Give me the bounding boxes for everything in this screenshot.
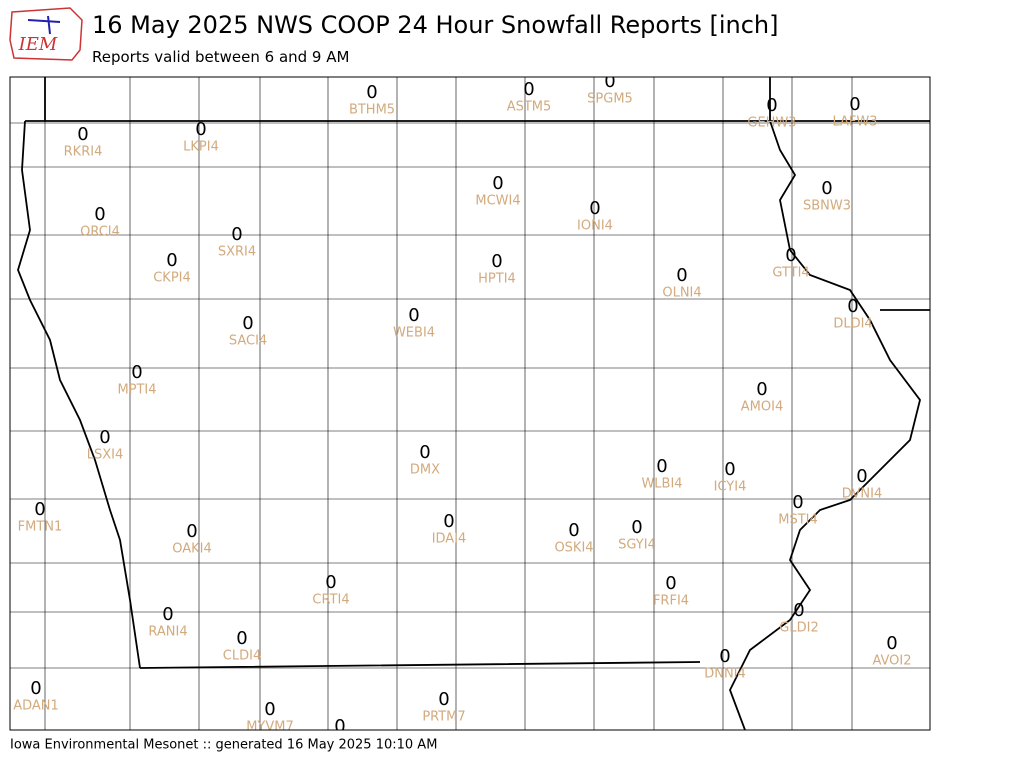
station-value: 0: [195, 119, 206, 140]
station-value: 0: [166, 250, 177, 271]
station-id: SACI4: [229, 334, 267, 349]
station-id: WEBI4: [393, 326, 435, 341]
station-id: BTHM5: [349, 103, 395, 118]
logo: IEM: [9, 7, 83, 61]
station-value: 0: [568, 520, 579, 541]
station-id: LAFW3: [832, 115, 877, 130]
station-id: ICYI4: [714, 480, 747, 495]
station-id: LKPI4: [183, 140, 219, 155]
station-id: DLDI4: [833, 317, 872, 332]
station-id: RANI4: [148, 625, 187, 640]
station-value: 0: [236, 628, 247, 649]
station-value: 0: [242, 313, 253, 334]
station-id: MSTI4: [778, 513, 818, 528]
station-id: OAKI4: [172, 542, 212, 557]
station-value: 0: [656, 456, 667, 477]
station-id: PRTM7: [422, 710, 465, 725]
station-value: 0: [77, 124, 88, 145]
station-id: DVNI4: [842, 487, 883, 502]
station-id: OSKI4: [554, 541, 593, 556]
station-value: 0: [264, 699, 275, 720]
station-id: IONI4: [577, 219, 613, 234]
logo-text: IEM: [18, 34, 58, 55]
station-value: 0: [785, 245, 796, 266]
subtitle: Reports valid between 6 and 9 AM: [92, 48, 349, 66]
station-id: AVOI2: [872, 654, 911, 669]
station-value: 0: [438, 689, 449, 710]
station-id: ADAN1: [13, 699, 59, 714]
station-id: SXRI4: [218, 245, 256, 260]
station-id: OLNI4: [662, 286, 701, 301]
station-id: MCWI4: [475, 194, 520, 209]
station-id: GEHW3: [747, 116, 796, 131]
station-id: DNNI4: [704, 667, 746, 682]
station-value: 0: [334, 716, 345, 737]
station-value: 0: [366, 82, 377, 103]
station-id: SGYI4: [618, 538, 656, 553]
station-id: ASTM5: [507, 100, 552, 115]
station-value: 0: [94, 204, 105, 225]
station-value: 0: [766, 95, 777, 116]
title: 16 May 2025 NWS COOP 24 Hour Snowfall Re…: [92, 11, 779, 39]
station-value: 0: [131, 362, 142, 383]
station-value: 0: [886, 633, 897, 654]
station-id: LSXI4: [87, 448, 124, 463]
station-id: ORCI4: [80, 225, 120, 240]
station-id: FRFI4: [653, 594, 689, 609]
station-id: IDAI4: [432, 532, 467, 547]
station-value: 0: [523, 79, 534, 100]
station-value: 0: [849, 94, 860, 115]
station-id: MPTI4: [117, 383, 156, 398]
station-id: GTTI4: [772, 266, 809, 281]
station-value: 0: [30, 678, 41, 699]
station-value: 0: [793, 600, 804, 621]
state-border: [17, 120, 930, 669]
station-id: WLBI4: [641, 477, 682, 492]
state-border: [729, 120, 921, 730]
station-id: CKPI4: [153, 271, 191, 286]
station-value: 0: [792, 492, 803, 513]
station-id: SPGM5: [587, 92, 633, 107]
station-id: CLDI4: [223, 649, 261, 664]
station-value: 0: [186, 521, 197, 542]
station-value: 0: [419, 442, 430, 463]
station-value: 0: [604, 71, 615, 92]
station-id: CRTI4: [312, 593, 349, 608]
state-border: [44, 77, 930, 311]
map-frame: [9, 76, 931, 731]
station-id: RKRI4: [64, 145, 103, 160]
station-value: 0: [34, 499, 45, 520]
station-value: 0: [408, 305, 419, 326]
station-id: DMX: [410, 463, 440, 478]
station-id: GLDI2: [779, 621, 818, 636]
station-value: 0: [856, 466, 867, 487]
station-value: 0: [724, 459, 735, 480]
station-id: SBNW3: [803, 199, 851, 214]
station-value: 0: [821, 178, 832, 199]
station-value: 0: [676, 265, 687, 286]
station-value: 0: [665, 573, 676, 594]
station-id: AMOI4: [741, 400, 783, 415]
station-id: FMTN1: [18, 520, 63, 535]
station-value: 0: [756, 379, 767, 400]
station-value: 0: [162, 604, 173, 625]
station-value: 0: [443, 511, 454, 532]
footer: Iowa Environmental Mesonet :: generated …: [10, 738, 437, 753]
station-value: 0: [631, 517, 642, 538]
station-value: 0: [847, 296, 858, 317]
station-id: MYVM7: [246, 720, 294, 735]
county-lines: [10, 77, 930, 730]
station-value: 0: [719, 646, 730, 667]
station-value: 0: [325, 572, 336, 593]
station-id: HPTI4: [478, 272, 516, 287]
station-value: 0: [589, 198, 600, 219]
station-value: 0: [492, 173, 503, 194]
station-value: 0: [231, 224, 242, 245]
station-value: 0: [491, 251, 502, 272]
station-value: 0: [99, 427, 110, 448]
